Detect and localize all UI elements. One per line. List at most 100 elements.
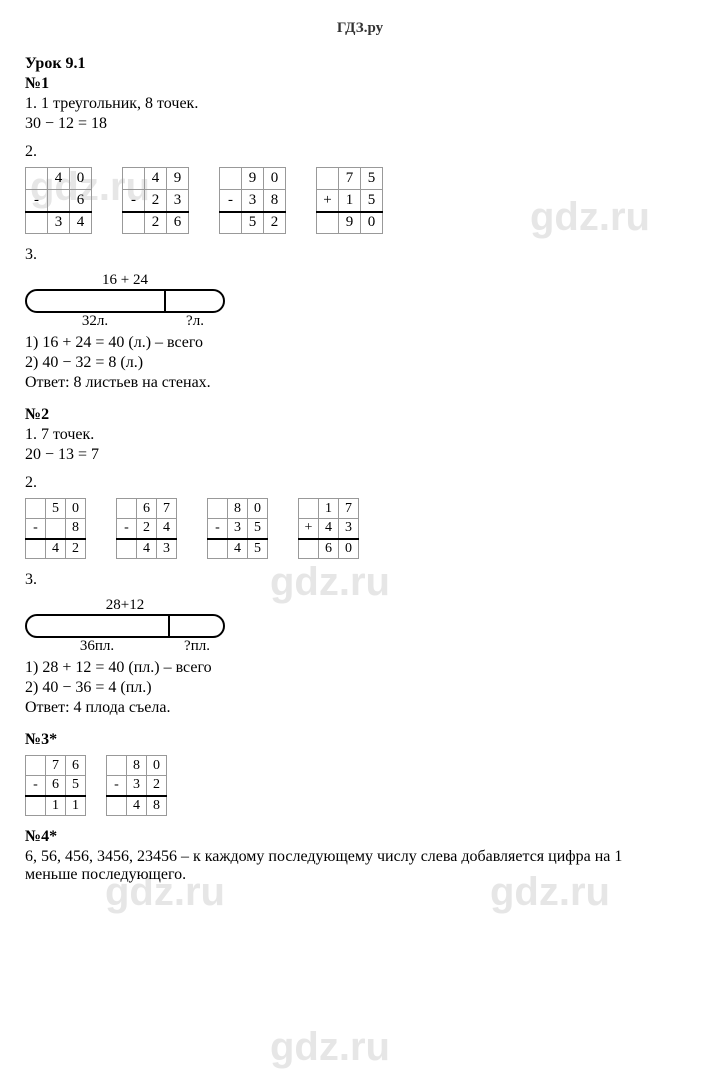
column-arithmetic-table: 40-634	[25, 167, 92, 234]
table-cell: -	[26, 776, 46, 796]
table-cell: 0	[339, 539, 359, 559]
table-cell: 8	[66, 519, 86, 539]
table-cell	[48, 190, 70, 212]
n1-p3-line1: 1) 16 + 24 = 40 (л.) – всего	[25, 334, 695, 352]
table-cell	[220, 168, 242, 190]
table-cell	[117, 499, 137, 519]
n1-bar-left-label: 32л.	[25, 313, 165, 330]
table-cell: 3	[228, 519, 248, 539]
table-cell: 5	[248, 539, 268, 559]
n1-p3-line2: 2) 40 − 32 = 8 (л.)	[25, 354, 695, 372]
table-cell: 6	[167, 212, 189, 234]
section-n2: №2 1. 7 точек. 20 − 13 = 7 2. 50-84267-2…	[25, 406, 695, 717]
n1-tables-row: 40-63449-232690-385275+1590	[25, 167, 695, 234]
column-arithmetic-table: 75+1590	[316, 167, 383, 234]
n2-p3-answer: Ответ: 4 плода съела.	[25, 699, 695, 717]
table-cell: 2	[137, 519, 157, 539]
table-cell	[26, 539, 46, 559]
n1-p1-line2: 30 − 12 = 18	[25, 115, 695, 133]
column-arithmetic-table: 80-3545	[207, 498, 268, 559]
table-cell	[26, 212, 48, 234]
table-cell	[123, 168, 145, 190]
section-n1: №1 1. 1 треугольник, 8 точек. 30 − 12 = …	[25, 75, 695, 392]
n2-tables-row: 50-84267-244380-354517+4360	[25, 498, 695, 559]
table-cell: 6	[319, 539, 339, 559]
column-arithmetic-table: 90-3852	[219, 167, 286, 234]
n1-p2-label: 2.	[25, 143, 695, 161]
table-cell: 1	[339, 190, 361, 212]
n1-bar-right-label: ?л.	[165, 313, 225, 330]
table-cell: 3	[242, 190, 264, 212]
section-n3: №3* 76-651180-3248	[25, 731, 695, 816]
n2-bar-right-label: ?пл.	[169, 638, 225, 655]
table-cell: 0	[248, 499, 268, 519]
n2-bar-bottom: 36пл. ?пл.	[25, 638, 225, 655]
n1-bar-diagram: 16 + 24 32л. ?л.	[25, 272, 695, 330]
table-cell	[26, 756, 46, 776]
table-cell	[299, 539, 319, 559]
table-cell: 4	[145, 168, 167, 190]
table-cell: -	[220, 190, 242, 212]
table-cell: 4	[46, 539, 66, 559]
table-cell: 9	[339, 212, 361, 234]
table-cell	[107, 756, 127, 776]
table-cell	[123, 212, 145, 234]
table-cell: 4	[127, 796, 147, 816]
table-cell	[299, 499, 319, 519]
n2-bar-left-label: 36пл.	[25, 638, 169, 655]
column-arithmetic-table: 80-3248	[106, 755, 167, 816]
watermark: gdz.ru	[270, 1025, 390, 1070]
table-cell: -	[26, 519, 46, 539]
table-cell: 1	[66, 796, 86, 816]
table-cell	[208, 499, 228, 519]
table-cell: 6	[70, 190, 92, 212]
table-cell: 3	[127, 776, 147, 796]
table-cell: 0	[70, 168, 92, 190]
n2-bar	[25, 614, 225, 638]
table-cell: +	[317, 190, 339, 212]
column-arithmetic-table: 67-2443	[116, 498, 177, 559]
table-cell: 0	[66, 499, 86, 519]
table-cell: 4	[70, 212, 92, 234]
table-cell: 5	[66, 776, 86, 796]
n2-p3-line1: 1) 28 + 12 = 40 (пл.) – всего	[25, 659, 695, 677]
n2-bar-diagram: 28+12 36пл. ?пл.	[25, 597, 695, 655]
table-cell: 5	[248, 519, 268, 539]
table-cell: 6	[46, 776, 66, 796]
n2-p3-label: 3.	[25, 571, 695, 589]
table-cell: 5	[242, 212, 264, 234]
table-cell: 0	[147, 756, 167, 776]
table-cell: 4	[228, 539, 248, 559]
table-cell: 7	[339, 168, 361, 190]
table-cell	[117, 539, 137, 559]
table-cell: -	[117, 519, 137, 539]
n2-p1-line1: 1. 7 точек.	[25, 426, 695, 444]
table-cell: -	[26, 190, 48, 212]
page-header: ГДЗ.ру	[25, 20, 695, 37]
n2-p1-line2: 20 − 13 = 7	[25, 446, 695, 464]
n2-p3-line2: 2) 40 − 36 = 4 (пл.)	[25, 679, 695, 697]
n3-tables-row: 76-651180-3248	[25, 755, 695, 816]
table-cell: 2	[66, 539, 86, 559]
table-cell: 3	[157, 539, 177, 559]
n1-p3-label: 3.	[25, 246, 695, 264]
n4-heading: №4*	[25, 828, 695, 846]
table-cell	[26, 168, 48, 190]
table-cell: 4	[319, 519, 339, 539]
n2-p2-label: 2.	[25, 474, 695, 492]
n3-heading: №3*	[25, 731, 695, 749]
table-cell: 4	[48, 168, 70, 190]
n1-p3-answer: Ответ: 8 листьев на стенах.	[25, 374, 695, 392]
column-arithmetic-table: 76-6511	[25, 755, 86, 816]
table-cell: 2	[145, 212, 167, 234]
table-cell: 8	[147, 796, 167, 816]
table-cell	[26, 796, 46, 816]
table-cell: 6	[66, 756, 86, 776]
table-cell: 5	[361, 190, 383, 212]
table-cell: 2	[264, 212, 286, 234]
table-cell: 1	[319, 499, 339, 519]
n1-p1-line1: 1. 1 треугольник, 8 точек.	[25, 95, 695, 113]
table-cell: 3	[339, 519, 359, 539]
table-cell	[208, 539, 228, 559]
table-cell: 0	[361, 212, 383, 234]
